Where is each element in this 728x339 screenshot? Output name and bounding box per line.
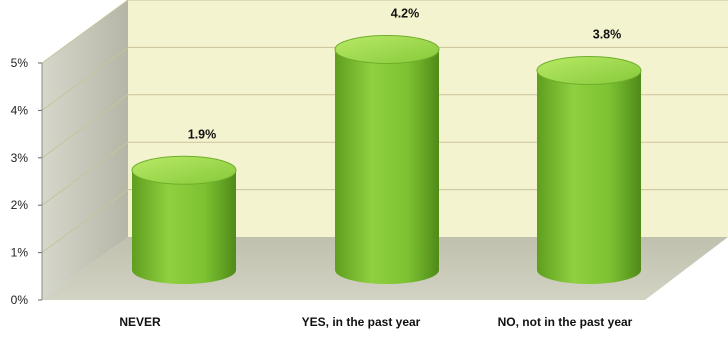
bar-1-top (131, 155, 237, 185)
side-wall (42, 0, 128, 300)
data-label: 4.2% (391, 7, 420, 21)
y-tick-label: 0% (11, 293, 29, 307)
y-tick-label: 3% (11, 151, 29, 165)
gridline (41, 94, 728, 159)
gridline (41, 46, 728, 111)
y-tick-label: 5% (11, 56, 29, 70)
data-label: 3.8% (593, 28, 622, 42)
data-label: 1.9% (188, 127, 217, 141)
y-tick-label: 4% (11, 103, 29, 117)
x-axis: NEVER YES, in the past year NO, not in the… (119, 315, 632, 329)
y-axis: 0% 1% 2% 3% 4% 5% (11, 56, 43, 307)
bar-1 (132, 170, 236, 284)
gridline (41, 189, 728, 254)
gridlines (41, 0, 728, 254)
x-tick-label: NO, not in the past year (498, 315, 633, 329)
bar-2 (335, 49, 439, 284)
bar-3 (537, 70, 641, 284)
gridline (41, 0, 728, 64)
data-labels: 1.9% 4.2% 3.8% (188, 7, 622, 142)
y-tick-label: 2% (11, 198, 29, 212)
bar-3-top (536, 56, 642, 85)
x-tick-label: YES, in the past year (302, 315, 421, 329)
y-tick-label: 1% (11, 246, 29, 260)
x-tick-label: NEVER (119, 315, 161, 329)
bars (131, 35, 642, 284)
gridline (41, 141, 728, 206)
bar-2-top (334, 35, 440, 64)
